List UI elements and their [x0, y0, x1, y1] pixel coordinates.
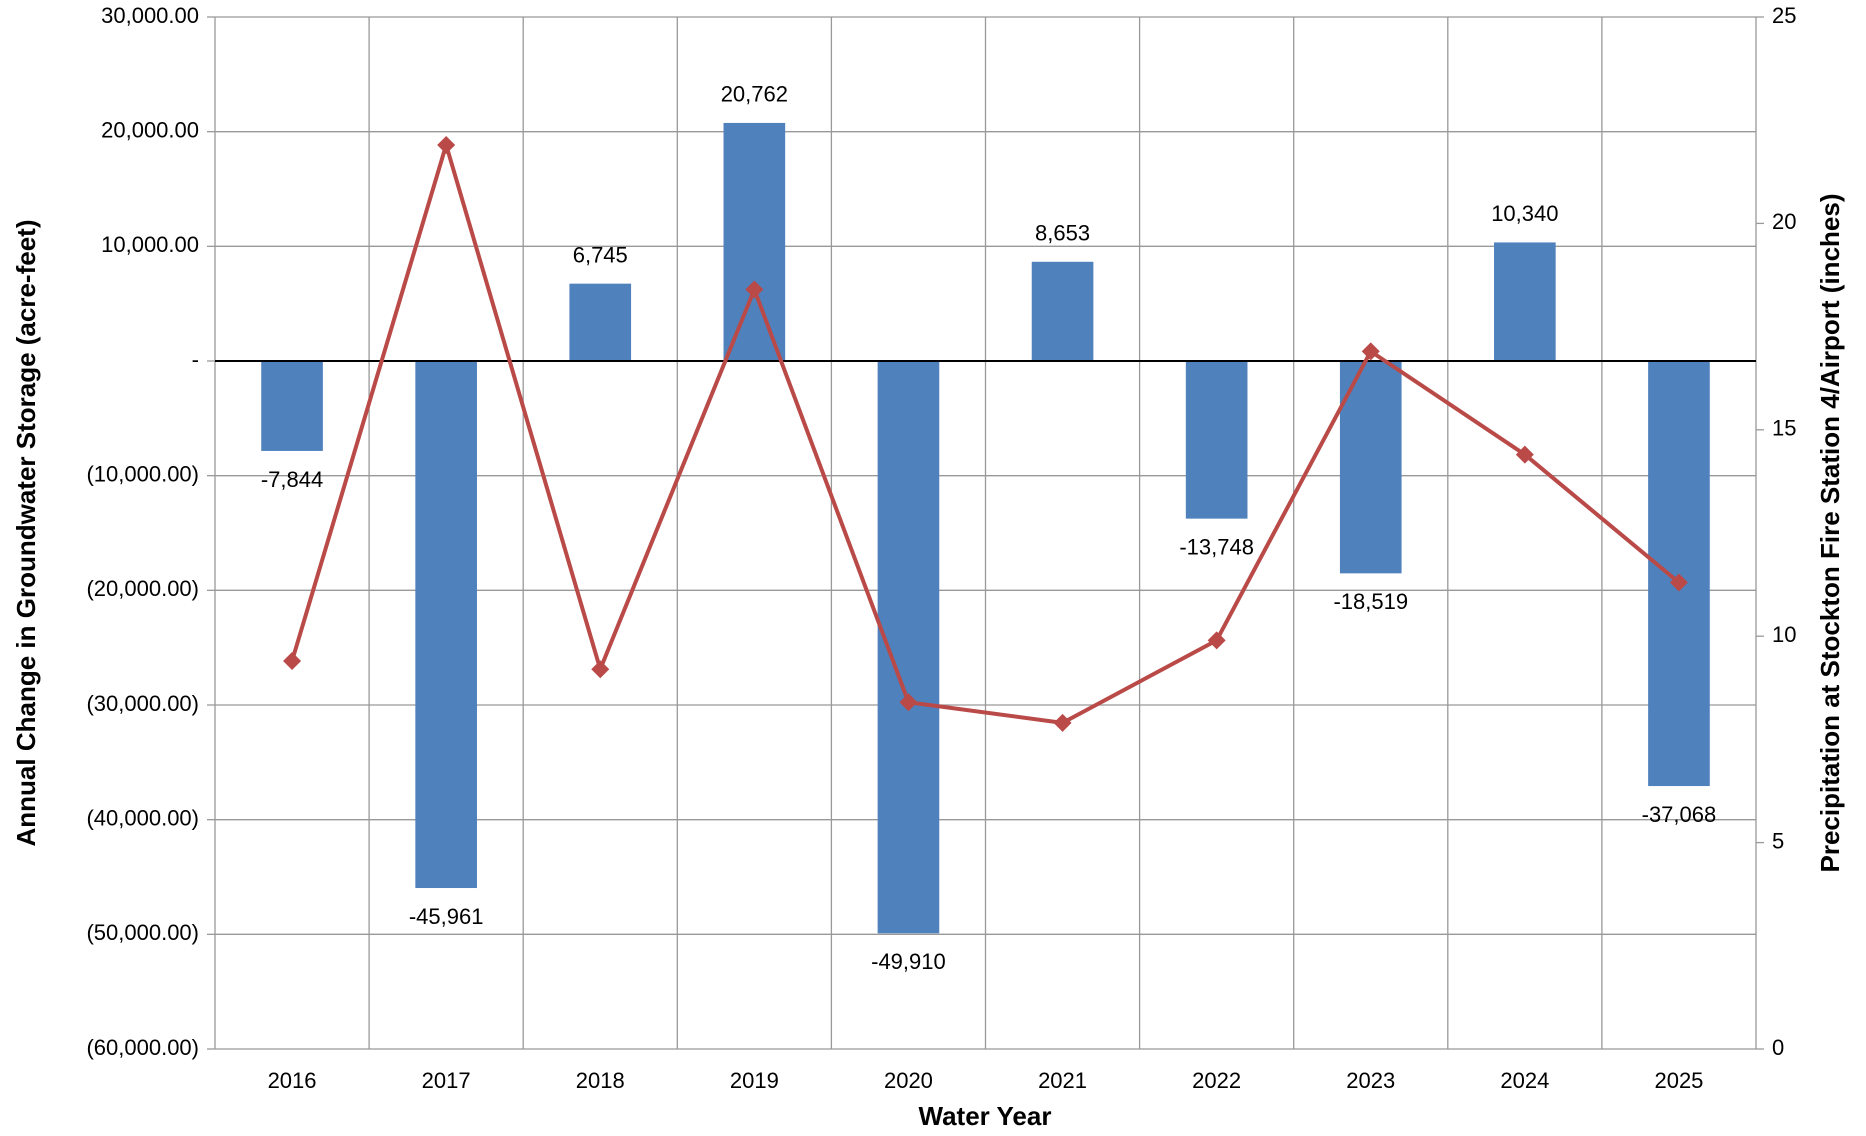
y2-tick-label: 25 — [1772, 3, 1796, 28]
bar — [1031, 261, 1094, 361]
data-label: 6,745 — [573, 242, 628, 267]
bar — [1648, 361, 1710, 787]
x-tick-label: 2016 — [268, 1068, 317, 1093]
x-tick-label: 2025 — [1654, 1068, 1703, 1093]
data-label: 20,762 — [721, 82, 788, 107]
x-tick-label: 2018 — [576, 1068, 625, 1093]
y-tick-label: (20,000.00) — [86, 576, 199, 601]
bar — [569, 283, 632, 361]
bar — [1185, 361, 1248, 519]
x-tick-label: 2019 — [730, 1068, 779, 1093]
bar — [415, 361, 477, 889]
marker — [591, 660, 610, 679]
data-label: -45,961 — [409, 904, 484, 929]
marker — [899, 693, 918, 712]
y2-tick-label: 0 — [1772, 1035, 1784, 1060]
data-label: -13,748 — [1179, 534, 1254, 559]
data-label: -49,910 — [871, 949, 946, 974]
y-tick-label: 30,000.00 — [101, 3, 199, 28]
y2-axis-title: Precipitation at Stockton Fire Station 4… — [1815, 194, 1845, 873]
data-label: -7,844 — [261, 467, 323, 492]
y-tick-label: 10,000.00 — [101, 232, 199, 257]
x-axis-title: Water Year — [919, 1101, 1052, 1131]
y-tick-label: (40,000.00) — [86, 805, 199, 830]
marker — [437, 135, 456, 154]
marker — [1053, 713, 1072, 732]
bar — [1339, 361, 1402, 574]
marker — [1515, 445, 1534, 464]
bar — [723, 122, 786, 361]
y-tick-label: (50,000.00) — [86, 920, 199, 945]
x-tick-label: 2017 — [422, 1068, 471, 1093]
x-tick-label: 2022 — [1192, 1068, 1241, 1093]
data-label: 10,340 — [1491, 201, 1558, 226]
y2-tick-label: 20 — [1772, 209, 1796, 234]
data-label: 8,653 — [1035, 221, 1090, 246]
y2-tick-label: 5 — [1772, 828, 1784, 853]
y-tick-label: (30,000.00) — [86, 691, 199, 716]
y-tick-label: (10,000.00) — [86, 461, 199, 486]
y-tick-label: (60,000.00) — [86, 1035, 199, 1060]
x-tick-label: 2024 — [1500, 1068, 1549, 1093]
y-tick-label: - — [192, 347, 199, 372]
data-label: -18,519 — [1333, 589, 1408, 614]
marker — [745, 280, 764, 299]
y-axis-title: Annual Change in Groundwater Storage (ac… — [11, 220, 41, 847]
marker — [1361, 342, 1380, 361]
marker — [1669, 573, 1688, 592]
x-tick-label: 2020 — [884, 1068, 933, 1093]
bar — [261, 361, 323, 451]
bar — [1494, 242, 1556, 361]
marker — [1207, 631, 1226, 650]
data-label: -37,068 — [1642, 802, 1717, 827]
y-tick-label: 20,000.00 — [101, 117, 199, 142]
line — [290, 142, 1681, 725]
y2-tick-label: 10 — [1772, 622, 1796, 647]
x-tick-label: 2023 — [1346, 1068, 1395, 1093]
y2-tick-label: 15 — [1772, 416, 1796, 441]
marker — [283, 651, 302, 670]
x-tick-label: 2021 — [1038, 1068, 1087, 1093]
